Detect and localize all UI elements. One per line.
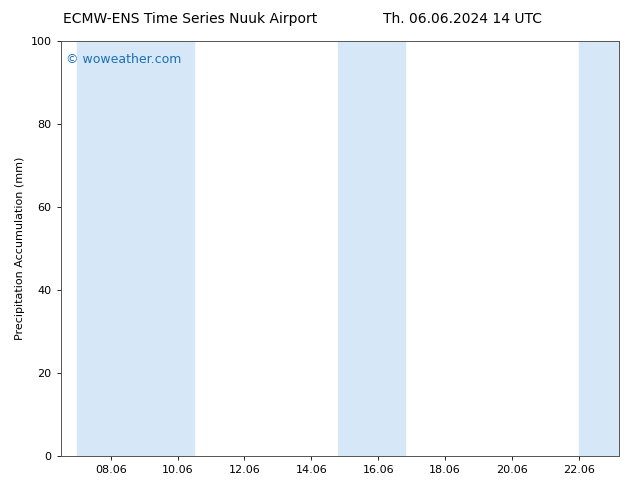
Bar bbox=[579, 41, 619, 456]
Text: ECMW-ENS Time Series Nuuk Airport: ECMW-ENS Time Series Nuuk Airport bbox=[63, 12, 318, 26]
Bar bbox=[338, 41, 405, 456]
Text: © woweather.com: © woweather.com bbox=[66, 53, 181, 67]
Bar bbox=[77, 41, 144, 456]
Text: Th. 06.06.2024 14 UTC: Th. 06.06.2024 14 UTC bbox=[384, 12, 542, 26]
Y-axis label: Precipitation Accumulation (mm): Precipitation Accumulation (mm) bbox=[15, 157, 25, 340]
Bar bbox=[144, 41, 195, 456]
